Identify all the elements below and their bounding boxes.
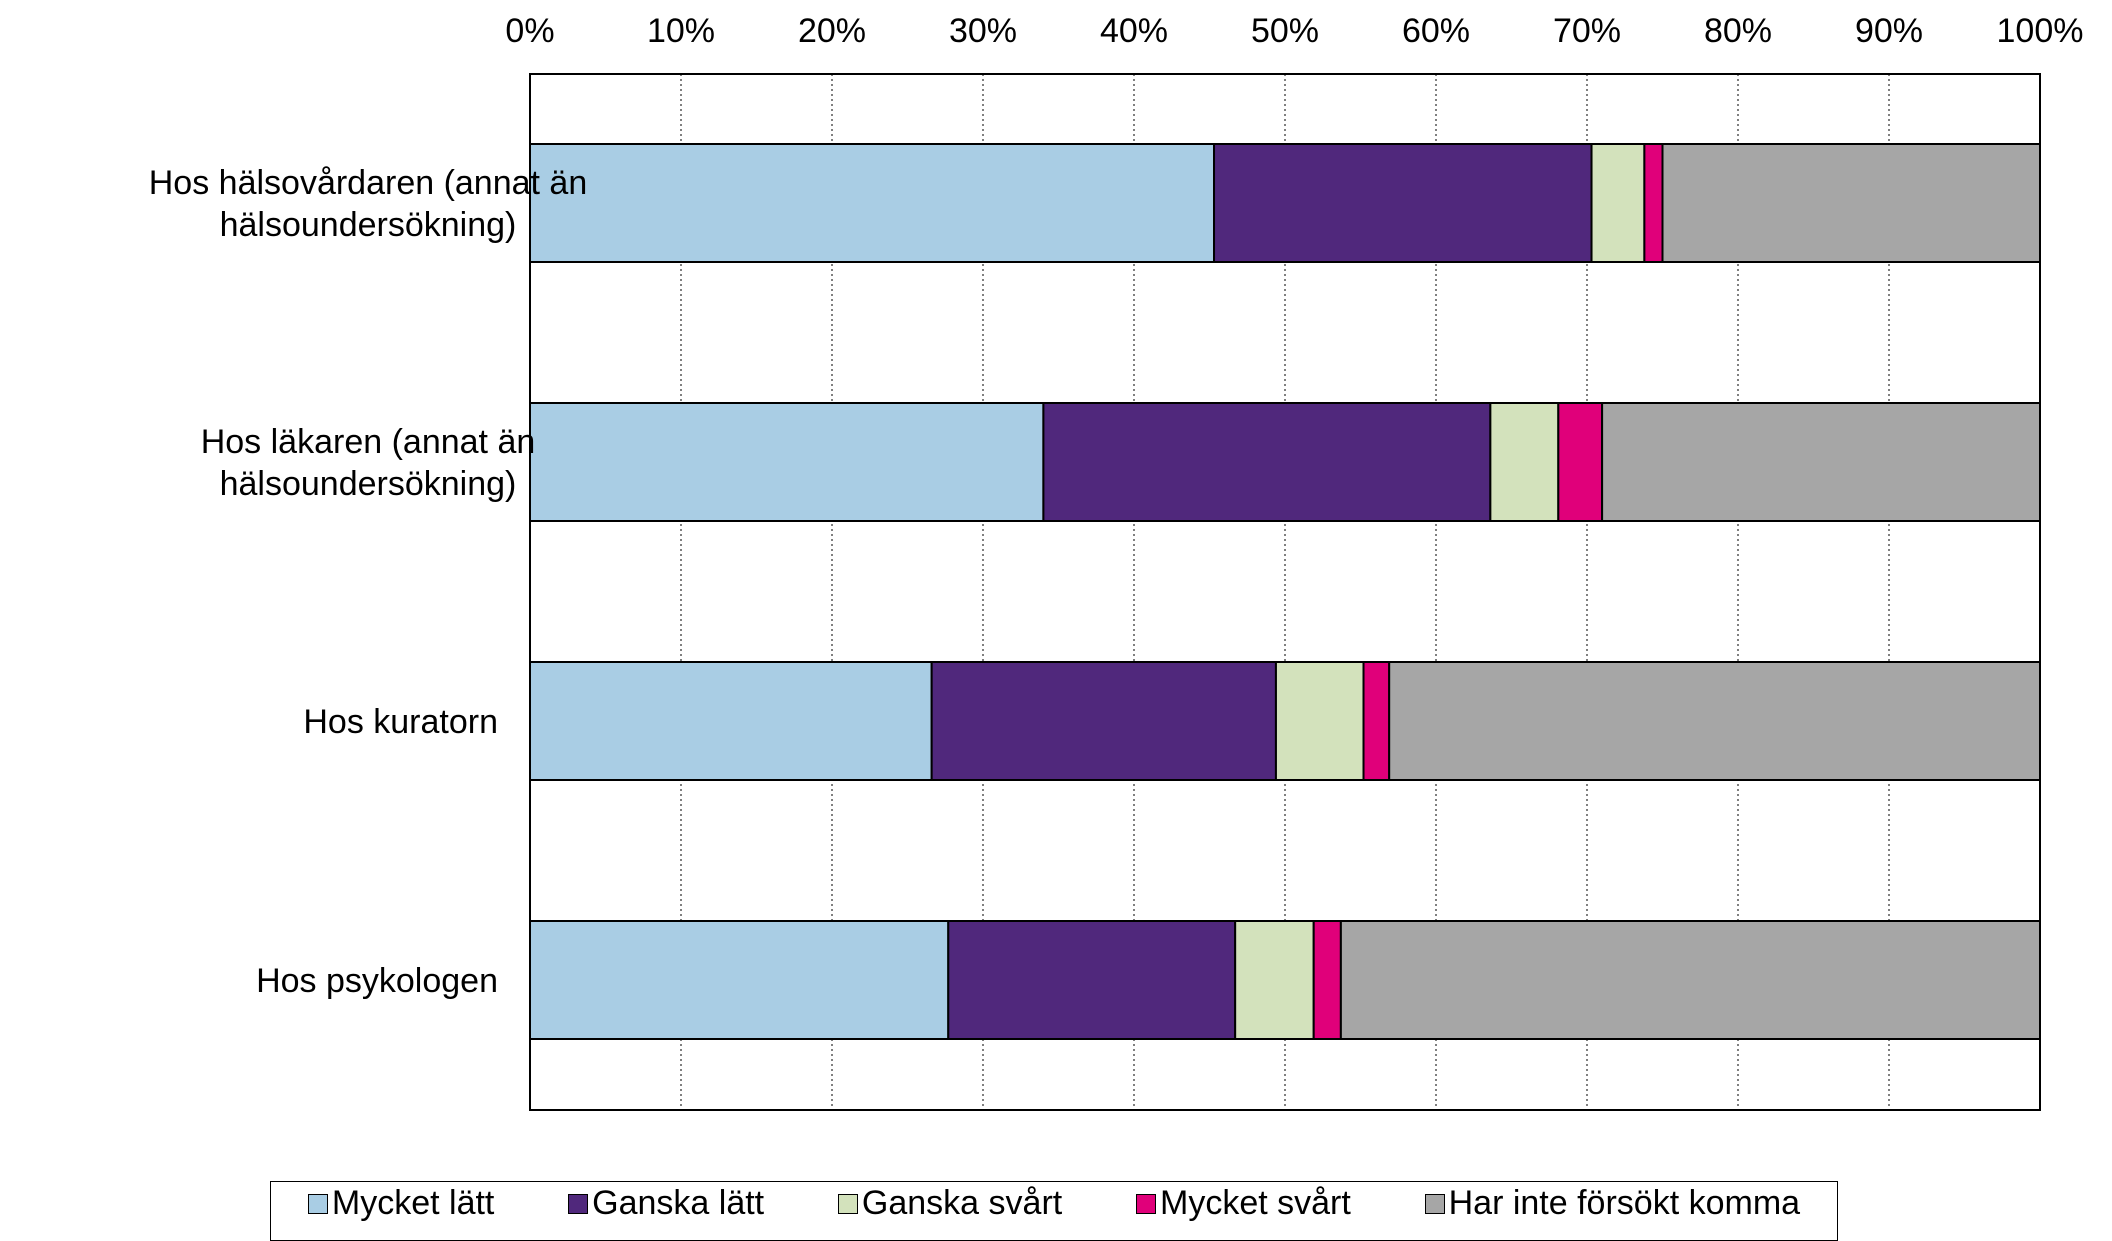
x-tick-label: 60% — [1402, 12, 1470, 50]
bar-segment — [529, 920, 950, 1040]
x-tick-label: 20% — [798, 12, 866, 50]
x-tick-label: 70% — [1553, 12, 1621, 50]
bar-segment — [1557, 402, 1604, 522]
bar-segment — [1590, 143, 1646, 263]
bar-segments — [529, 143, 2041, 1040]
legend-swatch — [837, 1193, 858, 1214]
bar-segment — [1339, 920, 2041, 1040]
x-tick-label: 50% — [1251, 12, 1319, 50]
bar-segment — [529, 402, 1045, 522]
category-label: Hos kuratorn — [303, 703, 498, 741]
legend-label: Har inte försökt komma — [1448, 1184, 1801, 1222]
category-label: Hos läkaren (annat än hälsoundersökning) — [201, 423, 536, 503]
bar-segment — [1362, 661, 1391, 781]
category-label-line: Hos psykologen — [256, 962, 498, 1000]
category-label-line: hälsoundersökning) — [220, 465, 517, 503]
x-tick-label: 40% — [1100, 12, 1168, 50]
x-tick-label: 30% — [949, 12, 1017, 50]
legend-swatch — [568, 1193, 589, 1214]
bar-segment — [529, 661, 933, 781]
legend-label: Ganska lätt — [592, 1184, 765, 1222]
plot-area-border — [529, 73, 2041, 1111]
legend: Mycket lätt Ganska lätt Ganska svårt Mycket… — [270, 1181, 1838, 1241]
category-labels: Hos hälsovårdaren (annat än hälsoundersök… — [149, 164, 588, 1000]
x-axis-tick-labels: 0% 10% 20% 30% 40% 50% 60% 70% 80% 90% 100% — [505, 12, 2083, 50]
bar-segment — [1274, 661, 1365, 781]
bar-segment — [1388, 661, 2041, 781]
x-tick-label: 80% — [1704, 12, 1772, 50]
category-label-line: Hos hälsovårdaren (annat än — [149, 164, 588, 202]
legend-item: Har inte försökt komma — [1424, 1184, 1801, 1223]
bar-segment — [1661, 143, 2041, 263]
legend-label: Mycket svårt — [1160, 1184, 1351, 1222]
bar-segment — [1213, 143, 1593, 263]
legend-swatch — [1136, 1193, 1157, 1214]
x-tick-label: 0% — [505, 12, 554, 50]
legend-label: Ganska svårt — [861, 1184, 1063, 1222]
category-label: Hos psykologen — [256, 962, 498, 1000]
bar-segment — [947, 920, 1237, 1040]
category-label-line: hälsoundersökning) — [220, 206, 517, 244]
x-tick-label: 90% — [1855, 12, 1923, 50]
legend-swatch — [1424, 1193, 1445, 1214]
category-label-line: Hos kuratorn — [303, 703, 498, 741]
bar-segment — [1234, 920, 1315, 1040]
bar-segment — [1601, 402, 2041, 522]
category-label: Hos hälsovårdaren (annat än hälsoundersök… — [149, 164, 588, 244]
legend-swatch — [307, 1193, 328, 1214]
legend-item: Ganska lätt — [568, 1184, 764, 1223]
legend-item: Ganska svårt — [837, 1184, 1063, 1223]
legend-item: Mycket lätt — [307, 1184, 495, 1223]
bar-segment — [1489, 402, 1560, 522]
bar-segment — [1042, 402, 1492, 522]
category-label-line: Hos läkaren (annat än — [201, 423, 536, 461]
x-tick-label: 100% — [1997, 12, 2084, 50]
legend-item: Mycket svårt — [1136, 1184, 1351, 1223]
x-tick-label: 10% — [647, 12, 715, 50]
bar-segment — [930, 661, 1277, 781]
bar-segment — [529, 143, 1216, 263]
bar-segment — [1312, 920, 1342, 1040]
bar-segment — [1643, 143, 1664, 263]
legend-label: Mycket lätt — [331, 1184, 495, 1222]
